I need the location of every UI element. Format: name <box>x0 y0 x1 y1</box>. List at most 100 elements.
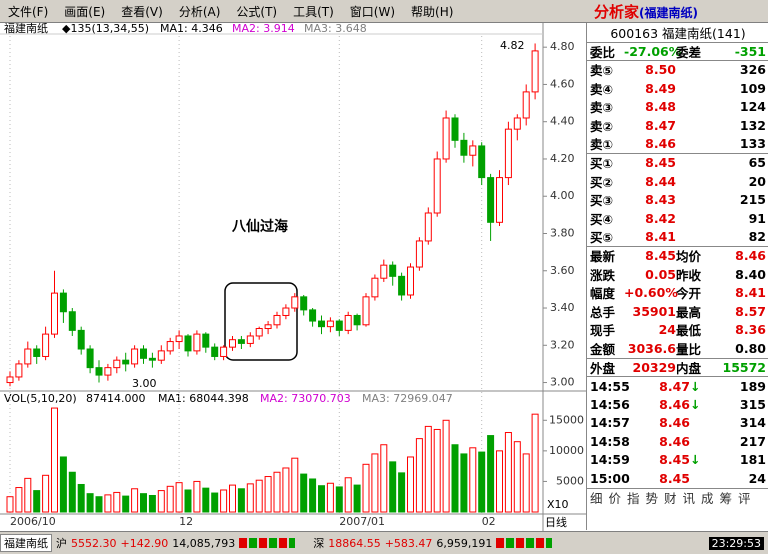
label: 总手 <box>590 304 616 320</box>
volume: 24 <box>748 471 766 487</box>
candle-body <box>318 320 325 328</box>
time: 14:57 <box>590 415 630 431</box>
panel-row: 卖⑤ 8.50 326 <box>587 60 768 79</box>
candle-body <box>335 320 343 331</box>
logo-text: 分析家 <box>594 2 640 21</box>
volume-bar <box>407 456 414 513</box>
candle-body <box>68 311 76 331</box>
candle-body <box>15 363 23 378</box>
panel-row: 15:00 8.45 24 <box>587 469 768 488</box>
volume-bar <box>291 457 299 513</box>
value: 8.40 <box>735 266 766 282</box>
panel-row: 现手 24 最低 8.36 <box>587 321 768 340</box>
menu-bar: 文件(F) 画面(E) 查看(V) 分析(A) 公式(T) 工具(T) 窗口(W) 帮助(H)… <box>0 0 768 23</box>
tabs: 细价指势财讯成筹评 <box>590 491 757 507</box>
label: 金额 <box>590 341 616 357</box>
volume-bar <box>68 471 76 513</box>
candle-body <box>433 158 441 214</box>
candle-body <box>140 348 147 359</box>
ma1: MA1: 4.346 <box>160 22 223 35</box>
panel-row: 涨跌 0.05 昨收 8.40 <box>587 265 768 284</box>
candle-body <box>273 314 281 326</box>
menu-item: 帮助(H) <box>411 4 454 19</box>
price: 8.45 <box>659 471 690 487</box>
menu-item: 窗口(W) <box>349 4 396 19</box>
panel-row: 卖④ 8.49 109 <box>587 79 768 98</box>
volume-bar <box>424 425 432 513</box>
volume-bar <box>442 419 450 513</box>
menu-item: 查看(V) <box>121 4 163 19</box>
time: 14:58 <box>590 433 630 449</box>
panel-row: 买⑤ 8.41 82 <box>587 228 768 247</box>
volume-bar <box>33 490 41 513</box>
price: 8.45 <box>659 452 690 468</box>
value: 35901 <box>632 303 677 319</box>
price: 8.46 <box>659 415 690 431</box>
clock: 23:29:53 <box>708 536 764 550</box>
candle-body <box>513 117 521 130</box>
volume-bar <box>15 487 23 513</box>
label: 现手 <box>590 323 616 339</box>
high-label: 4.82 <box>500 39 525 52</box>
panel-row: 最新 8.45 均价 8.46 <box>587 246 768 265</box>
candle-body <box>460 139 468 156</box>
volume-bar <box>389 461 397 513</box>
price: 8.46 <box>659 433 690 449</box>
volume: 326 <box>739 62 766 78</box>
menu-item: 文件(F) <box>8 4 49 19</box>
value: -27.06% <box>624 43 682 59</box>
label: 买① <box>590 156 614 172</box>
volume: 109 <box>739 80 766 96</box>
date-label: 2006/10 <box>10 515 56 528</box>
vol-ma3: MA3: 72969.047 <box>362 392 453 405</box>
y-tick-label: 4.20 <box>550 152 575 165</box>
volume-bar <box>531 413 539 513</box>
value: 8.36 <box>735 322 766 338</box>
time: 14:59 <box>590 452 630 468</box>
volume-bar <box>478 451 486 513</box>
value: 8.57 <box>735 303 766 319</box>
y-tick-label: 3.20 <box>550 338 575 351</box>
candle-body <box>211 346 219 357</box>
volume-bar <box>451 444 459 513</box>
volume: 82 <box>748 229 766 245</box>
candle-body <box>415 240 423 268</box>
panel-row: 14:59 8.45 ↓ 181 <box>587 451 768 470</box>
volume: 132 <box>739 117 766 133</box>
ma3: MA3: 3.648 <box>304 22 367 35</box>
volume-bar <box>122 495 130 513</box>
time: 14:55 <box>590 378 630 394</box>
candle-body <box>166 341 174 352</box>
candle-body <box>300 296 308 311</box>
candle-body <box>220 346 228 357</box>
candle-body <box>362 296 370 326</box>
label: 卖③ <box>590 100 614 116</box>
label: 今开 <box>676 286 702 302</box>
vol-tick-label: 10000 <box>549 444 584 457</box>
candle-body <box>504 128 512 179</box>
date-label: 02 <box>482 515 496 528</box>
volume: 217 <box>739 433 766 449</box>
candle-body <box>229 339 236 348</box>
volume-bar <box>229 484 236 513</box>
candle-body <box>326 320 334 328</box>
label: 均价 <box>676 249 702 265</box>
panel-row: 14:57 8.46 314 <box>587 413 768 432</box>
label: 卖⑤ <box>590 63 614 79</box>
panel-row: 14:55 8.47 ↓ 189 <box>587 376 768 395</box>
panel-row: 14:58 8.46 217 <box>587 432 768 451</box>
candle-body <box>353 314 361 326</box>
sh-amount: 14,085,793 <box>172 536 236 550</box>
arrow: ↓ <box>690 378 701 394</box>
y-tick-label: 4.80 <box>550 40 575 53</box>
candle-body <box>282 307 290 316</box>
volume-bar <box>398 472 406 513</box>
menu-item: 分析(A) <box>178 4 221 19</box>
panel-row: 14:56 8.46 ↓ 315 <box>587 395 768 414</box>
volume-bar <box>202 487 210 513</box>
value: 24 <box>658 322 676 338</box>
volume-bar <box>513 441 521 513</box>
price: 8.49 <box>645 80 676 96</box>
logo-sub: (福建南纸) <box>639 5 698 20</box>
label: 外盘 <box>590 360 616 376</box>
